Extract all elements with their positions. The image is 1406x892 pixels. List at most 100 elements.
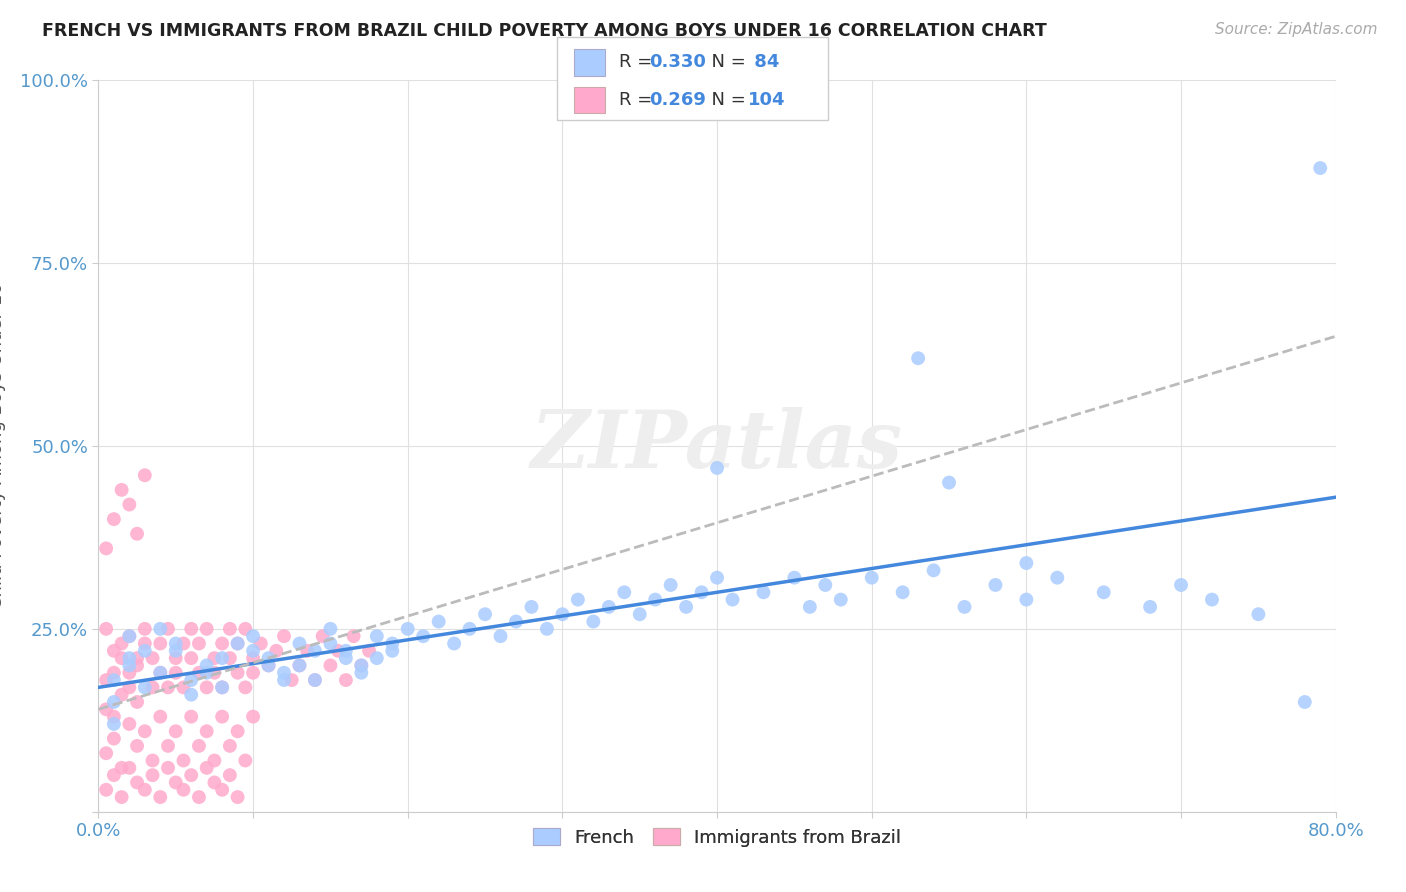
Point <box>180 688 202 702</box>
Point <box>111 636 132 650</box>
Point <box>165 636 187 650</box>
Point <box>628 607 651 622</box>
Point <box>520 599 543 614</box>
Point <box>96 746 118 760</box>
Point <box>96 782 118 797</box>
Point <box>582 615 605 629</box>
Point <box>443 636 465 650</box>
Point <box>188 790 211 805</box>
Point <box>165 775 187 789</box>
Point <box>233 754 257 768</box>
Point <box>165 665 187 680</box>
Point <box>204 665 226 680</box>
Point <box>204 775 226 789</box>
Point <box>250 636 273 650</box>
Point <box>103 665 125 680</box>
Point <box>165 724 187 739</box>
Point <box>814 578 837 592</box>
Point <box>118 629 141 643</box>
Point <box>211 681 233 695</box>
Point <box>134 636 156 650</box>
Point <box>195 665 218 680</box>
Point <box>381 644 404 658</box>
Point <box>427 615 450 629</box>
Point <box>157 761 180 775</box>
Point <box>335 644 357 658</box>
Point <box>149 636 172 650</box>
Point <box>134 622 156 636</box>
Point <box>953 599 976 614</box>
Point <box>273 665 295 680</box>
Point <box>111 761 132 775</box>
Point <box>489 629 512 643</box>
Point <box>505 615 527 629</box>
Point <box>111 790 132 805</box>
Point <box>188 636 211 650</box>
Point <box>134 468 156 483</box>
Point <box>195 761 218 775</box>
Point <box>1046 571 1069 585</box>
Point <box>180 709 202 723</box>
Point <box>195 658 218 673</box>
Point <box>319 658 342 673</box>
Point <box>396 622 419 636</box>
Point <box>706 571 728 585</box>
Point <box>721 592 744 607</box>
Point <box>350 658 373 673</box>
Point <box>127 658 149 673</box>
Point <box>157 681 180 695</box>
Point <box>118 761 141 775</box>
Point <box>127 739 149 753</box>
Point <box>219 651 242 665</box>
Point <box>644 592 666 607</box>
Point <box>149 665 172 680</box>
Point <box>474 607 496 622</box>
Point <box>219 622 242 636</box>
Point <box>134 782 156 797</box>
Point <box>242 629 264 643</box>
Text: FRENCH VS IMMIGRANTS FROM BRAZIL CHILD POVERTY AMONG BOYS UNDER 16 CORRELATION C: FRENCH VS IMMIGRANTS FROM BRAZIL CHILD P… <box>42 22 1047 40</box>
Point <box>304 673 326 687</box>
Point <box>134 644 156 658</box>
Point <box>118 665 141 680</box>
Point <box>242 651 264 665</box>
Point <box>165 644 187 658</box>
Point <box>118 629 141 643</box>
Point <box>103 709 125 723</box>
Point <box>103 731 125 746</box>
Point <box>103 695 125 709</box>
Point <box>172 754 194 768</box>
Point <box>907 351 929 366</box>
Point <box>242 665 264 680</box>
Point <box>1170 578 1192 592</box>
Point <box>233 622 257 636</box>
Point <box>127 526 149 541</box>
Point <box>103 673 125 687</box>
Point <box>118 651 141 665</box>
Point <box>381 636 404 650</box>
Point <box>1015 592 1038 607</box>
Text: 0.330: 0.330 <box>650 54 706 71</box>
Point <box>211 709 233 723</box>
Text: 84: 84 <box>748 54 779 71</box>
Point <box>111 483 132 497</box>
Text: R =: R = <box>619 54 658 71</box>
Point <box>195 622 218 636</box>
Point <box>675 599 697 614</box>
Point <box>204 754 226 768</box>
Point <box>350 658 373 673</box>
Text: R =: R = <box>619 91 658 109</box>
Point <box>690 585 713 599</box>
Point <box>141 681 165 695</box>
Point <box>1294 695 1316 709</box>
Point <box>195 681 218 695</box>
Point <box>319 636 342 650</box>
Point <box>752 585 775 599</box>
Point <box>157 622 180 636</box>
Point <box>297 644 319 658</box>
Point <box>141 651 165 665</box>
Point <box>922 563 945 577</box>
Point <box>141 754 165 768</box>
Point <box>1201 592 1223 607</box>
Point <box>783 571 806 585</box>
